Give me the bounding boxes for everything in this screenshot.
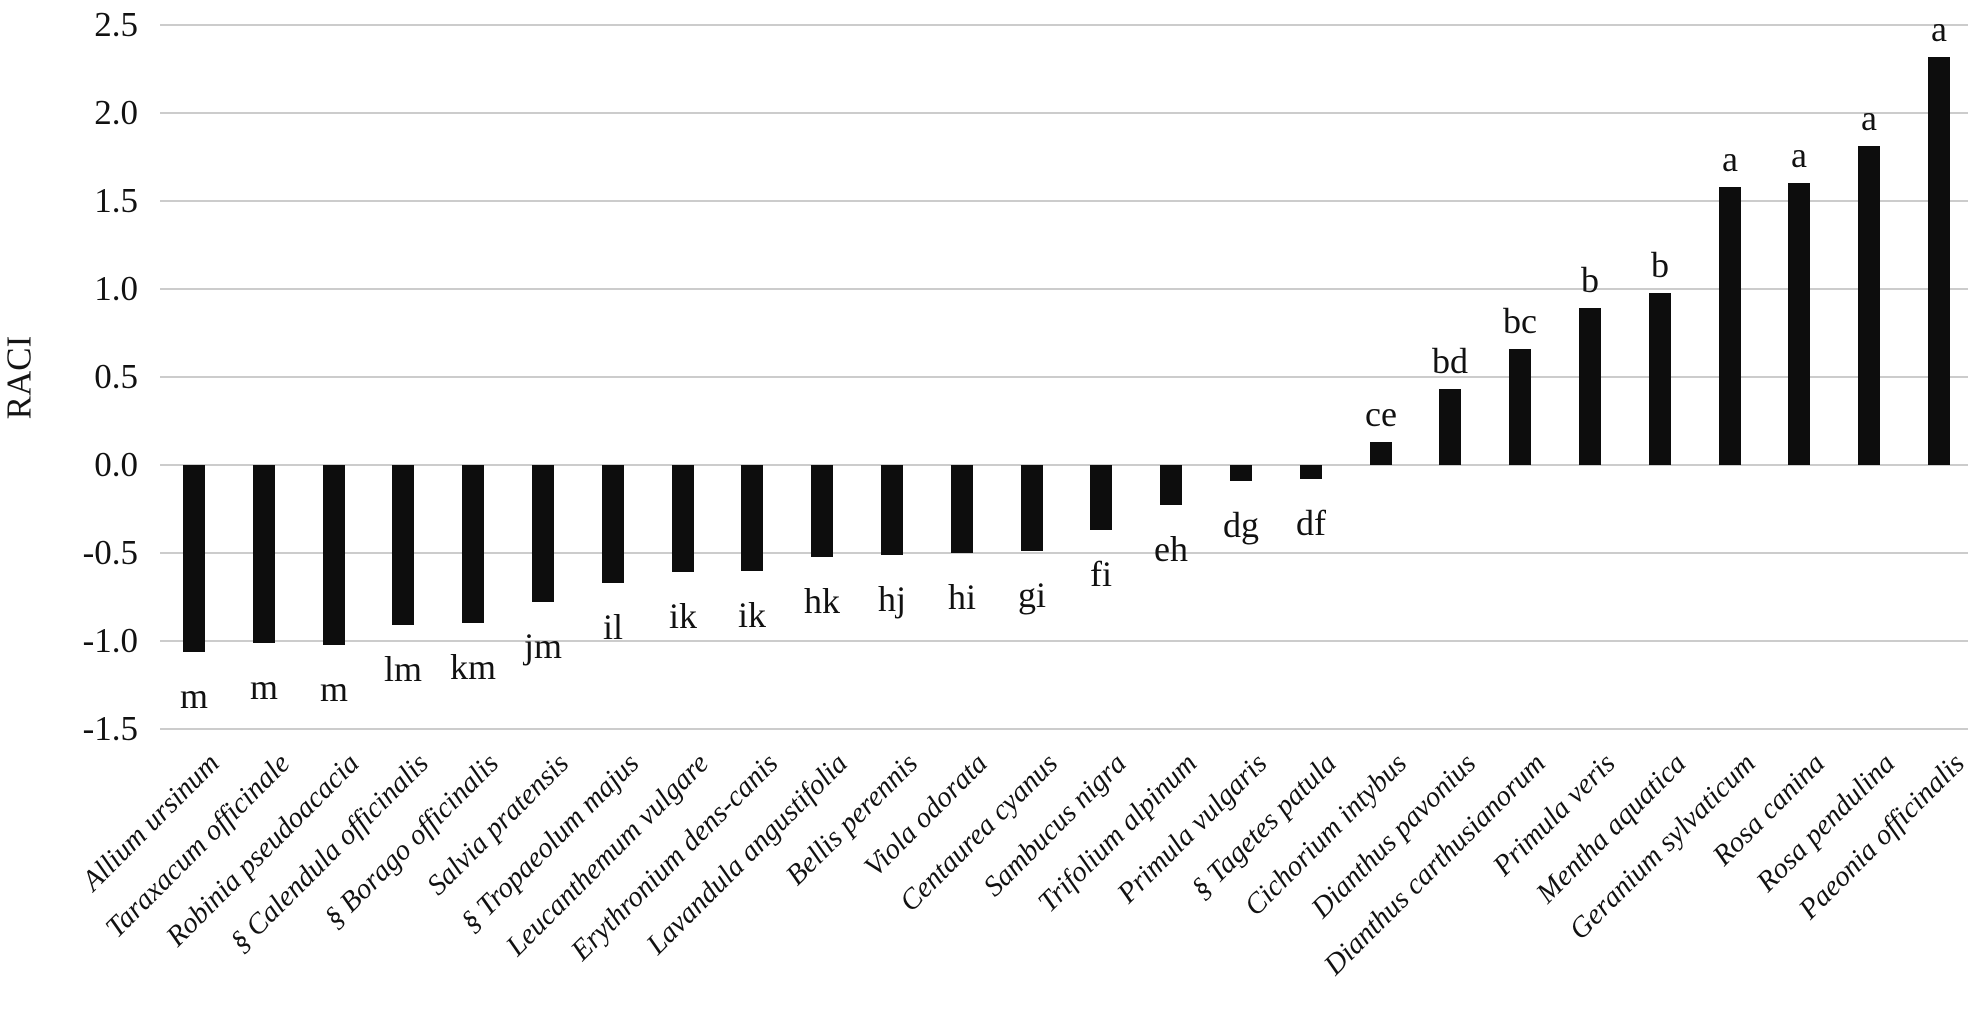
significance-letter: il: [602, 607, 623, 647]
significance-letter: hj: [877, 579, 906, 619]
gridline: [160, 112, 1968, 114]
y-axis-tick-label: 1.5: [94, 181, 138, 220]
y-axis-tick-label: 1.0: [94, 269, 138, 308]
significance-letter: b: [1581, 260, 1599, 300]
y-axis-tick-label: -1.0: [82, 621, 138, 660]
significance-letter: b: [1651, 245, 1669, 285]
gridline: [160, 464, 1968, 466]
bar: [672, 465, 694, 572]
significance-letter: bc: [1503, 301, 1537, 341]
bar: [881, 465, 903, 555]
bar: [1649, 293, 1671, 465]
significance-letter: km: [449, 647, 496, 687]
significance-letter: ik: [737, 595, 766, 635]
significance-letter: a: [1861, 98, 1877, 138]
significance-letter: df: [1296, 503, 1326, 543]
bar: [1160, 465, 1182, 505]
y-axis-tick-label: 2.5: [94, 5, 138, 44]
bar: [183, 465, 205, 652]
bar: [323, 465, 345, 645]
significance-letter: a: [1791, 135, 1807, 175]
y-axis-tick-label: 0.0: [94, 445, 138, 484]
bar: [1090, 465, 1112, 530]
bar: [253, 465, 275, 643]
gridline: [160, 728, 1968, 730]
y-axis-tick-label: 0.5: [94, 357, 138, 396]
gridline: [160, 552, 1968, 554]
significance-letter: lm: [383, 649, 422, 689]
bar: [532, 465, 554, 602]
gridline: [160, 200, 1968, 202]
bar: [1021, 465, 1043, 551]
bar: [1439, 389, 1461, 465]
significance-letter: bd: [1432, 341, 1468, 381]
significance-letter: m: [179, 676, 208, 716]
significance-letter: gi: [1017, 575, 1046, 615]
gridline: [160, 24, 1968, 26]
significance-letter: ik: [668, 596, 697, 636]
significance-letter: m: [319, 669, 348, 709]
significance-letter: jm: [523, 626, 562, 666]
bar: [1928, 57, 1950, 465]
significance-letter: dg: [1223, 505, 1259, 545]
bar: [602, 465, 624, 583]
bar: [1230, 465, 1252, 481]
bar: [951, 465, 973, 553]
significance-letter: a: [1722, 139, 1738, 179]
bar: [741, 465, 763, 571]
y-axis-tick-label: 2.0: [94, 93, 138, 132]
bar: [1858, 146, 1880, 465]
significance-letter: ce: [1365, 394, 1397, 434]
significance-letter: a: [1931, 9, 1947, 49]
bar: [462, 465, 484, 623]
significance-letter: eh: [1154, 529, 1188, 569]
bar: [392, 465, 414, 625]
bar: [1370, 442, 1392, 465]
y-axis-tick-label: -0.5: [82, 533, 138, 572]
significance-letter: fi: [1090, 554, 1112, 594]
bar: [811, 465, 833, 557]
significance-letter: m: [249, 667, 278, 707]
gridline: [160, 376, 1968, 378]
y-axis-tick-label: -1.5: [82, 709, 138, 748]
bar: [1719, 187, 1741, 465]
bar: [1300, 465, 1322, 479]
significance-letter: hi: [947, 577, 976, 617]
bar: [1579, 308, 1601, 465]
gridline: [160, 288, 1968, 290]
bar: [1788, 183, 1810, 465]
significance-letter: hk: [804, 581, 840, 621]
bar: [1509, 349, 1531, 465]
gridline: [160, 640, 1968, 642]
